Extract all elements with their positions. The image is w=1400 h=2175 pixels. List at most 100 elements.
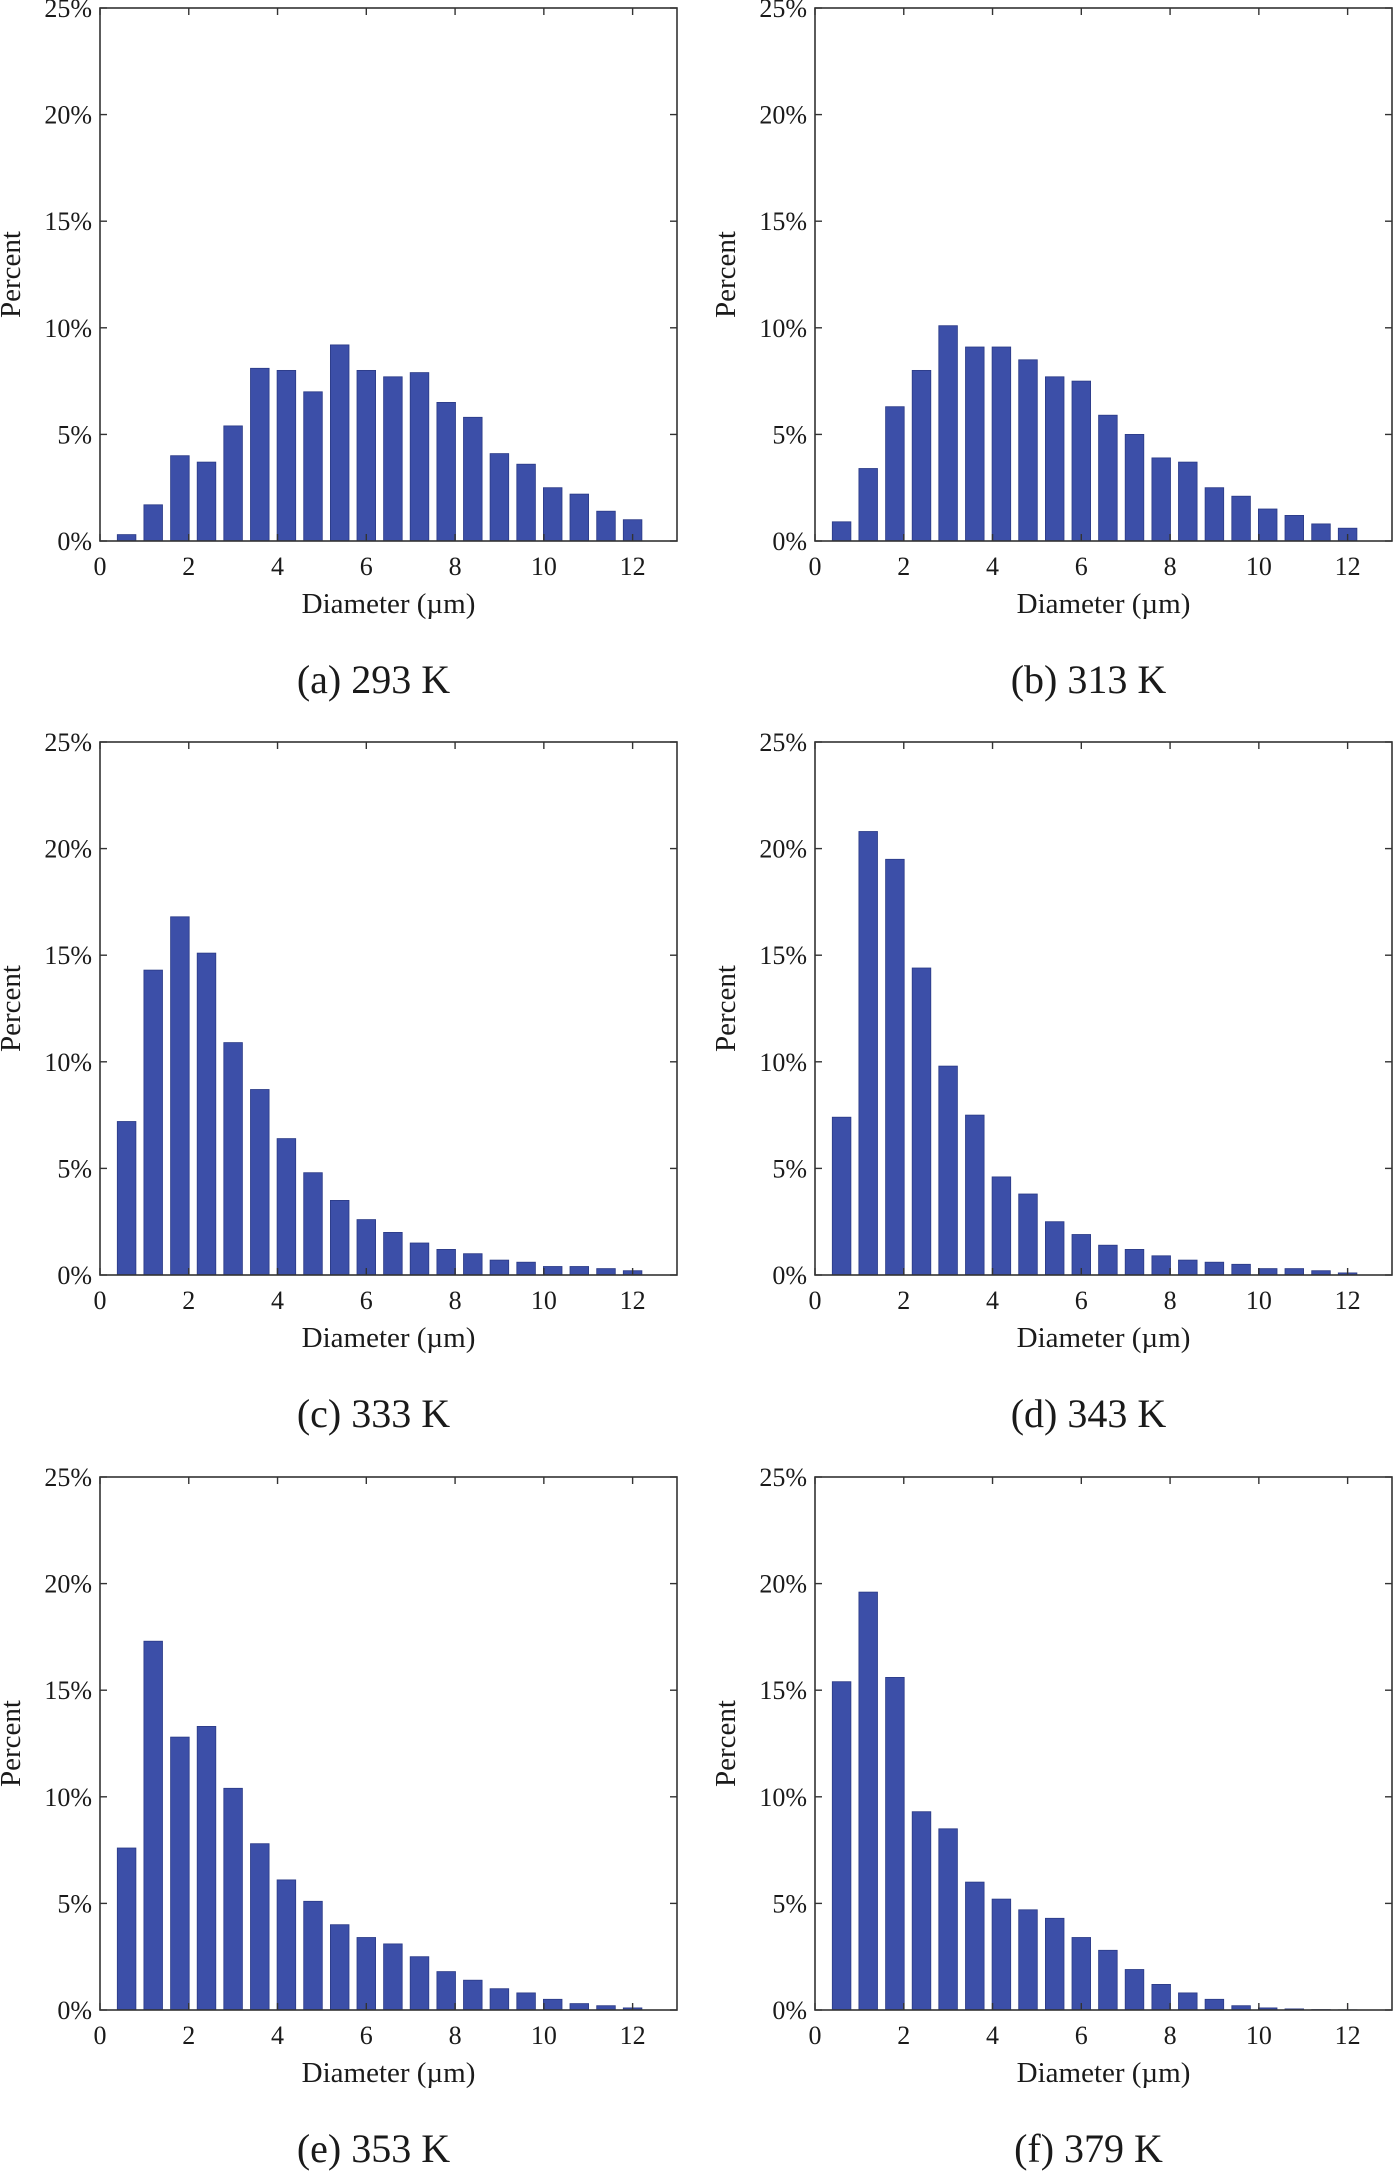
histogram-bar [1284,1268,1305,1276]
histogram-bar [938,1065,958,1276]
y-tick-label: 15% [759,941,807,970]
chart-panel: 0 2 4 6 8 10 12 0% 5% 10% 15% 20% 25% Diameter (µm) Pe… [0,1463,678,2171]
y-tick-label: 20% [759,101,807,130]
y-tick-label: 10% [44,314,92,343]
histogram-bar [831,1681,852,2011]
x-tick-label: 10 [1246,2021,1272,2050]
y-tick-label: 25% [759,1463,807,1492]
histogram-bar [489,453,510,542]
plot-frame [814,7,1393,542]
x-axis-label: Diameter (µm) [1017,2057,1191,2089]
plot-frame [814,741,1393,1276]
histogram-bar [329,1924,350,2011]
x-tick-label: 2 [897,2021,910,2050]
y-tick-label: 15% [44,207,92,236]
y-tick-label: 0% [772,1261,807,1290]
x-tick-label: 6 [1075,1286,1088,1315]
x-tick-label: 2 [897,552,910,581]
histogram-bar [1018,359,1038,542]
x-tick-label: 10 [531,1286,557,1315]
plot-frame [814,1476,1393,2011]
y-tick-label: 20% [759,1570,807,1599]
histogram-bar [1284,515,1305,542]
x-tick-label: 4 [986,2021,999,2050]
histogram-bar [170,1736,190,2011]
x-tick-label: 2 [897,1286,910,1315]
histogram-bar [489,1259,510,1276]
chart-panel: 0 2 4 6 8 10 12 0% 5% 10% 15% 20% 25% Diameter (µm) Pe… [710,728,1393,1436]
y-axis-label: Percent [710,1700,742,1787]
histogram-bar [1018,1193,1038,1276]
histogram-bar [250,1843,270,2011]
plot-frame [99,1476,678,2011]
histogram-bar [223,1042,243,1276]
x-tick-label: 2 [182,1286,195,1315]
y-tick-label: 25% [44,1463,92,1492]
histogram-bar [276,1879,297,2011]
y-tick-label: 20% [759,835,807,864]
panel-caption: (e) 353 K [297,2126,450,2171]
x-tick-label: 2 [182,2021,195,2050]
y-tick-label: 5% [772,1889,807,1918]
histogram-bar [858,468,878,542]
histogram-bar [991,1898,1012,2011]
histogram-bar [596,1268,616,1276]
histogram-bar [1124,1969,1145,2011]
histogram-bar [1151,457,1171,542]
histogram-bar [911,369,932,542]
histogram-bar [383,1232,403,1276]
histogram-bar [1098,1949,1118,2011]
x-tick-label: 10 [531,552,557,581]
histogram-bar [489,1988,510,2011]
histogram-bar [143,969,163,1276]
x-tick-label: 0 [809,552,822,581]
histogram-bar [938,325,958,542]
x-tick-label: 12 [620,2021,646,2050]
histogram-bar [1178,461,1198,542]
histogram-bar [409,1242,430,1276]
y-tick-label: 10% [44,1783,92,1812]
x-tick-label: 10 [1246,552,1272,581]
y-tick-label: 5% [57,420,92,449]
x-tick-label: 8 [449,2021,462,2050]
histogram-bar [1178,1992,1198,2011]
y-tick-label: 25% [44,0,92,23]
y-axis-label: Percent [710,965,742,1052]
histogram-bar [516,1261,536,1276]
y-tick-label: 10% [759,314,807,343]
histogram-bar [516,463,536,542]
x-tick-label: 6 [360,2021,373,2050]
histogram-bar [276,369,297,542]
histogram-bar [569,1266,590,1276]
y-tick-label: 0% [57,1261,92,1290]
x-tick-label: 8 [1164,1286,1177,1315]
x-tick-label: 10 [1246,1286,1272,1315]
histogram-bar [596,510,616,542]
histogram-bar [170,916,190,1276]
panel-caption: (d) 343 K [1011,1391,1167,1436]
x-axis-label: Diameter (µm) [302,588,476,620]
y-axis-label: Percent [710,231,742,318]
x-tick-label: 4 [271,1286,284,1315]
x-tick-label: 12 [620,552,646,581]
histogram-bar [196,952,217,1276]
y-tick-label: 10% [759,1783,807,1812]
histogram-bar [143,504,163,542]
histogram-bar [436,1971,456,2011]
histogram-bar [991,1176,1012,1276]
chart-panel: 0 2 4 6 8 10 12 0% 5% 10% 15% 20% 25% Diameter (µm) Pe… [0,728,678,1436]
histogram-bar [170,455,190,542]
y-tick-label: 25% [759,0,807,23]
x-tick-label: 0 [94,552,107,581]
histogram-bar [436,401,456,542]
histogram-bar [965,1114,985,1276]
x-tick-label: 12 [620,1286,646,1315]
y-tick-label: 5% [772,420,807,449]
x-tick-label: 8 [1164,552,1177,581]
x-tick-label: 6 [360,552,373,581]
histogram-bar [143,1640,163,2011]
histogram-bar [116,1847,137,2011]
y-tick-label: 20% [44,101,92,130]
y-tick-label: 10% [759,1048,807,1077]
